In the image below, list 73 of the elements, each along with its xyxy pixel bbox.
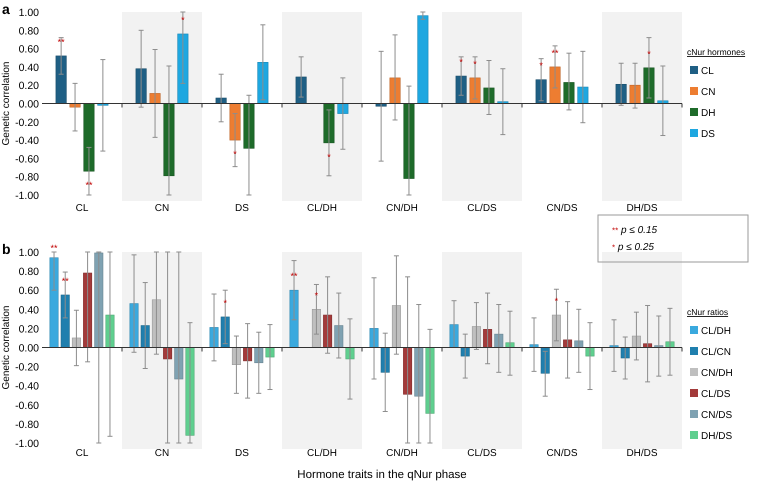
y-tick-label: -0.80	[15, 172, 40, 184]
x-tick-label: CN/DS	[546, 448, 578, 459]
data-label: **	[62, 276, 70, 286]
x-tick-label: CN	[154, 448, 170, 459]
x-tick-label: CL	[76, 448, 89, 459]
data-label: *	[473, 58, 478, 69]
legend-label: CN/DH	[701, 368, 733, 379]
y-tick-label: -1.00	[15, 190, 40, 202]
chart-title: b	[2, 241, 11, 257]
x-tick-label: CN/DS	[546, 203, 578, 214]
x-tick-label: DH/DS	[626, 203, 658, 214]
data-label: *	[327, 152, 332, 162]
chart-title: a	[2, 1, 10, 17]
y-tick-label: 0.00	[18, 342, 40, 354]
data-label: **	[552, 48, 560, 58]
x-tick-label: DS	[235, 448, 250, 459]
y-tick-label: -0.40	[15, 380, 40, 393]
data-label: *	[459, 57, 464, 68]
legend-label: CL/DH	[701, 326, 732, 337]
data-label: *	[233, 149, 238, 160]
x-tick-label: CL	[76, 203, 89, 214]
x-tick-label: DH/DS	[626, 448, 658, 459]
legend-label: CL/CN	[701, 347, 732, 358]
y-tick-label: 0.00	[18, 98, 40, 110]
legend-label: CL	[701, 66, 714, 77]
y-tick-label: -0.20	[15, 116, 40, 129]
y-tick-label: 0.60	[18, 44, 40, 56]
y-tick-label: -0.40	[15, 135, 40, 148]
y-tick-label: -0.80	[15, 418, 40, 431]
annotation: * p ≤ 0.25	[612, 242, 654, 253]
y-tick-label: 0.20	[18, 80, 40, 92]
data-label: *	[314, 290, 319, 300]
legend-title: cNur ratios	[687, 307, 728, 317]
y-tick-label: -0.60	[15, 400, 40, 412]
text: ** p ≤ 0.15	[612, 225, 658, 236]
data-label: *	[223, 298, 228, 308]
y-tick-label: 0.80	[18, 266, 40, 278]
y-tick-label: 0.20	[18, 323, 40, 336]
legend-label: DH/DS	[701, 431, 732, 442]
y-tick-label: 0.40	[18, 62, 40, 74]
legend-title: cNur hormones	[687, 47, 746, 57]
y-axis-title: Genetic correlation	[1, 306, 12, 390]
data-label: **	[290, 271, 298, 282]
x-tick-label: CL/DH	[306, 203, 338, 214]
x-tick-label: CL/DH	[306, 448, 338, 459]
y-tick-label: 0.60	[18, 285, 40, 298]
y-tick-label: 1.00	[18, 7, 40, 19]
y-tick-label: -0.60	[15, 153, 40, 166]
legend-label: CN/DS	[701, 410, 732, 421]
data-label: *	[647, 48, 652, 59]
y-tick-label: 0.80	[18, 25, 40, 38]
data-label: *	[539, 60, 544, 71]
data-label: **	[58, 36, 66, 47]
legend-label: CL/DS	[701, 389, 731, 400]
x-tick-label: DS	[235, 203, 250, 214]
y-tick-label: -1.00	[15, 438, 40, 450]
x-tick-label: CL/DS	[467, 203, 498, 214]
legend-label: DS	[701, 129, 716, 140]
y-tick-label: 1.00	[18, 247, 40, 259]
y-tick-label: 0.40	[18, 304, 40, 316]
y-tick-label: -0.20	[15, 362, 40, 374]
data-label: **	[85, 180, 93, 190]
data-label: **	[50, 243, 58, 253]
x-tick-label: CN	[154, 203, 170, 214]
legend-label: CN	[701, 87, 716, 98]
x-axis-title: Hormone traits in the qNur phase	[297, 469, 467, 481]
x-tick-label: CN/DH	[386, 448, 418, 459]
x-tick-label: CN/DH	[386, 203, 418, 214]
data-label: *	[554, 296, 559, 306]
x-tick-label: CL/DS	[467, 448, 498, 459]
legend-label: DH	[701, 108, 716, 119]
y-axis-title: Genetic correlation	[1, 62, 12, 146]
data-label: *	[181, 14, 186, 25]
